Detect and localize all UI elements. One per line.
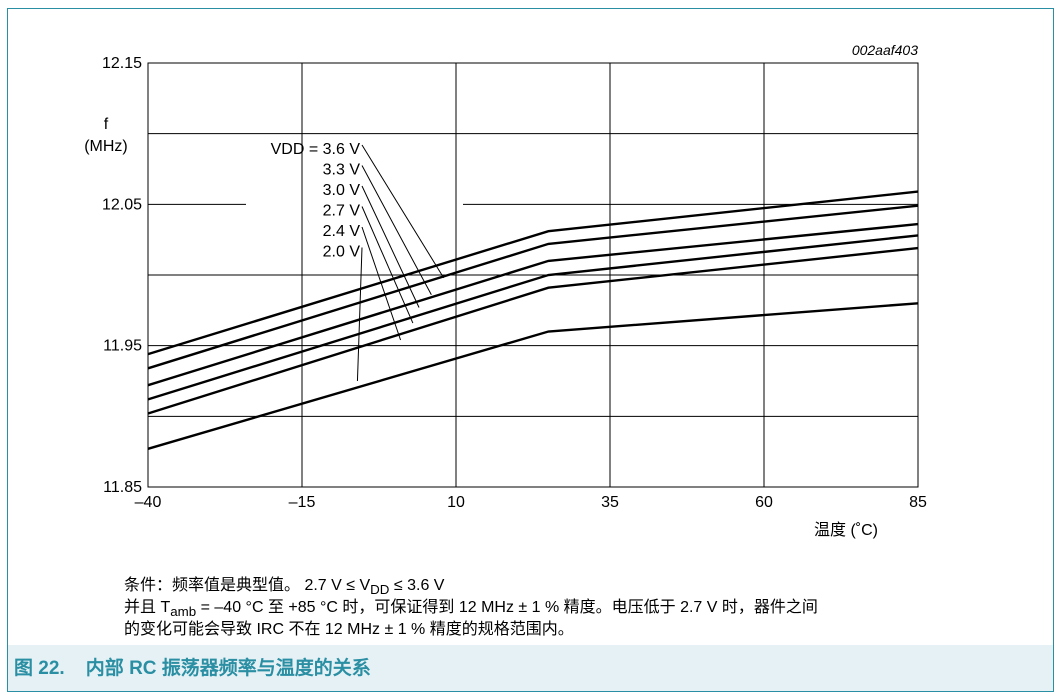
series-leader-lines	[356, 144, 445, 382]
series-line-5	[147, 302, 919, 450]
series-label-3: 2.7 V	[323, 203, 361, 220]
series-line-2	[147, 222, 919, 387]
tick-labels: 11.85 11.95 12.05 12.15 –40 –15 10 35 60 85	[102, 55, 927, 511]
figure-caption: 图 22. 内部 RC 振荡器频率与温度的关系	[8, 645, 1053, 691]
series-label-4: 2.4 V	[323, 223, 361, 240]
condition-line-1: 条件：频率值是典型值。 2.7 V ≤ VDD ≤ 3.6 V	[124, 575, 444, 601]
chart-series	[147, 190, 919, 450]
y-axis-label-line2: (MHz)	[84, 138, 128, 155]
series-leader-1	[361, 165, 432, 296]
series-leader-3	[361, 206, 414, 324]
condition-sub-2: amb	[170, 604, 197, 620]
x-tick-label: –15	[289, 494, 316, 511]
series-line-1	[147, 204, 919, 370]
series-label-1: 3.3 V	[323, 162, 361, 179]
figure-id: 002aaf403	[852, 42, 918, 58]
x-tick-label: 10	[447, 494, 465, 511]
condition-text-3: 的变化可能会导致 IRC 不在 12 MHz ± 1 % 精度的规格范围内。	[124, 621, 574, 638]
x-axis-label: 温度 (˚C)	[814, 521, 878, 539]
series-leader-5	[356, 247, 363, 382]
x-tick-label: 85	[909, 494, 927, 511]
series-leader-4	[361, 226, 402, 341]
figure-frame: VDD = 3.6 V 3.3 V 3.0 V 2.7 V 2.4 V 2.0 V 11.…	[7, 8, 1054, 692]
y-tick-label: 11.85	[103, 479, 142, 496]
figure-caption-text: 图 22. 内部 RC 振荡器频率与温度的关系	[14, 658, 371, 679]
series-label-5: 2.0 V	[323, 244, 361, 261]
series-line-4	[147, 246, 919, 415]
y-axis-label-line1: f	[104, 116, 109, 133]
x-tick-label: –40	[135, 494, 162, 511]
series-label-2: 3.0 V	[323, 182, 361, 199]
x-tick-label: 60	[755, 494, 773, 511]
condition-text-1-end: ≤ 3.6 V	[389, 577, 445, 594]
series-leader-2	[361, 185, 420, 308]
series-line-3	[147, 234, 919, 401]
series-labels: VDD = 3.6 V 3.3 V 3.0 V 2.7 V 2.4 V 2.0 V	[271, 141, 361, 261]
x-tick-label: 35	[601, 494, 619, 511]
y-tick-label: 12.15	[102, 55, 142, 72]
y-tick-label: 11.95	[103, 338, 142, 355]
condition-text-1: 条件：频率值是典型值。 2.7 V ≤ V	[124, 577, 371, 594]
condition-text-2: 并且 T	[124, 599, 171, 616]
condition-sub-1: DD	[370, 582, 390, 598]
series-label-0: VDD = 3.6 V	[271, 141, 361, 158]
series-leader-0	[361, 144, 445, 279]
series-line-0	[147, 190, 919, 356]
condition-line-2: 并且 Tamb = –40 °C 至 +85 °C 时，可保证得到 12 MHz…	[124, 597, 818, 623]
condition-text-2-end: = –40 °C 至 +85 °C 时，可保证得到 12 MHz ± 1 % 精…	[196, 599, 818, 616]
y-tick-label: 12.05	[102, 196, 142, 213]
condition-line-3: 的变化可能会导致 IRC 不在 12 MHz ± 1 % 精度的规格范围内。	[124, 619, 574, 641]
chart-grid	[147, 62, 919, 488]
temperature-frequency-chart: VDD = 3.6 V 3.3 V 3.0 V 2.7 V 2.4 V 2.0 V 11.…	[84, 42, 927, 539]
